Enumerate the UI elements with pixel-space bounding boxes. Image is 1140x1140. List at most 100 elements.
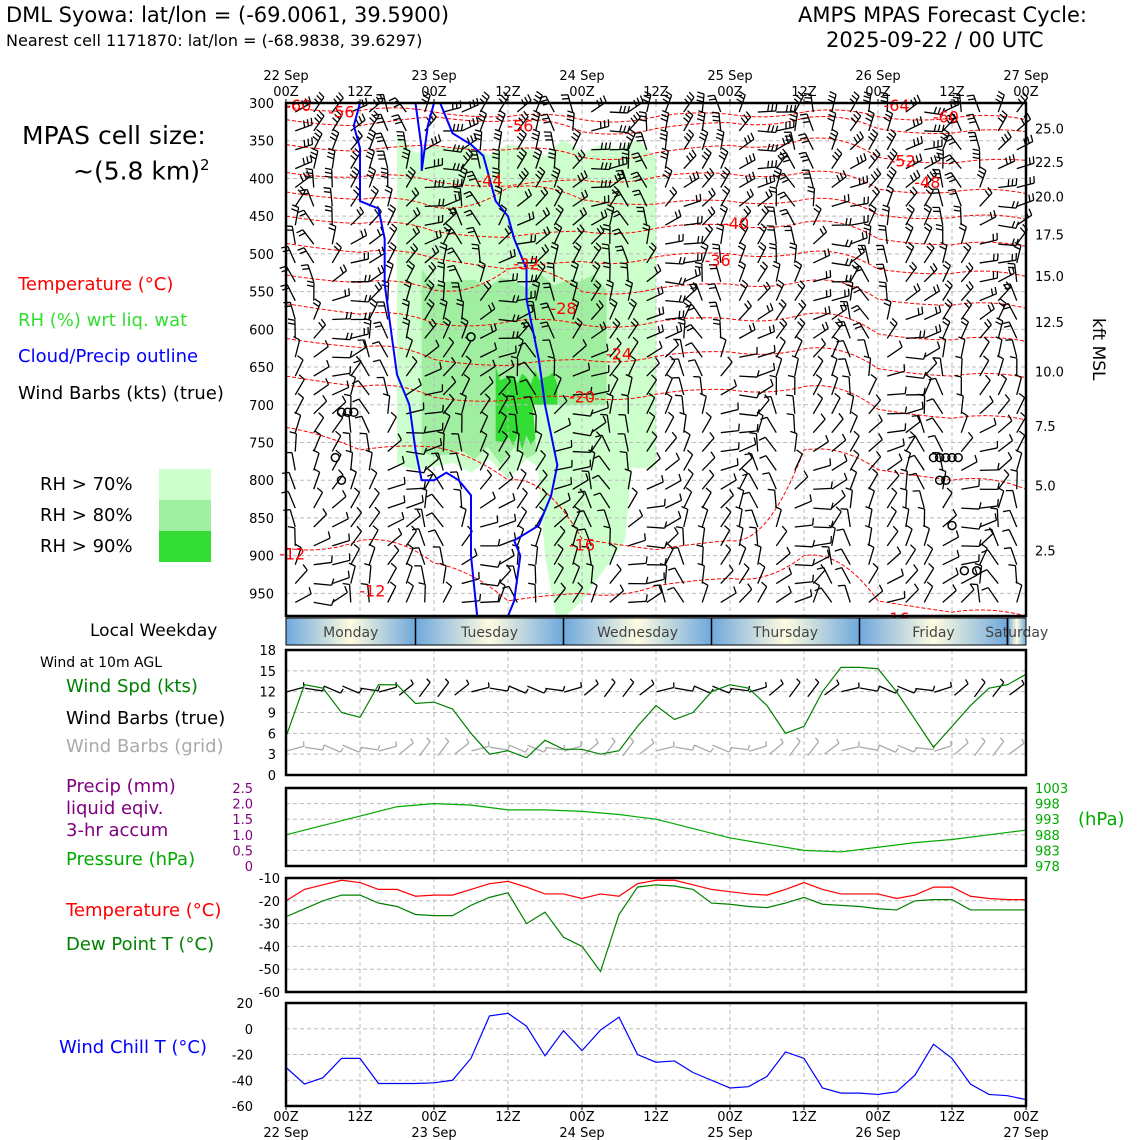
wind-barb-feather	[772, 362, 776, 370]
wind-barb-feather	[338, 92, 344, 99]
wind-barb-feather	[342, 490, 347, 497]
wind-barb-feather	[966, 299, 973, 306]
surface-barb-grid	[730, 746, 749, 751]
wind-barb-feather	[968, 262, 974, 269]
surface-barb-grid	[841, 745, 860, 752]
surface-barb-true-feather	[780, 679, 784, 685]
wind-barb-feather	[438, 198, 441, 206]
wind-barb-feather	[389, 581, 397, 587]
wind-barb-feather	[555, 207, 562, 214]
wind-barb-feather	[449, 211, 457, 215]
wind-barb-feather	[688, 129, 695, 136]
wind-barb-feather	[867, 135, 875, 142]
wind-barb-feather	[743, 563, 750, 569]
wind-barb	[313, 434, 322, 452]
wind-barb	[306, 189, 315, 207]
wind-barb-feather	[745, 111, 752, 118]
wind-barb-feather	[728, 564, 734, 571]
wind-barb-feather	[773, 170, 781, 175]
wind-barb-feather	[426, 283, 433, 290]
wind-barb-feather	[477, 264, 485, 269]
windchill-tick-label: -20	[232, 1049, 253, 1064]
wind-barb	[776, 126, 794, 132]
wind-barb-feather	[946, 298, 953, 305]
wind-barb	[701, 193, 716, 207]
wind-barb-feather	[614, 245, 623, 248]
wind-barb-feather	[813, 581, 820, 587]
surface-barb-true	[437, 682, 450, 698]
wind-barb	[720, 592, 737, 603]
wind-barb	[517, 217, 535, 226]
wind-barb-feather	[590, 581, 598, 586]
wind-barb-feather	[799, 317, 806, 324]
wind-barb	[609, 282, 614, 301]
wind-barb-feather	[305, 171, 313, 175]
wind-barb	[665, 300, 684, 303]
wind-barb-feather	[411, 547, 419, 550]
surface-barb-true	[897, 685, 915, 694]
wind-barb-feather	[306, 280, 315, 284]
wind-barb-feather	[306, 119, 310, 127]
isotherm-36	[285, 242, 1027, 278]
wind-barb-feather	[769, 242, 777, 246]
wind-barb	[434, 529, 444, 547]
wind-barb-feather	[719, 207, 727, 213]
wind-barb	[637, 152, 648, 169]
wind-barb-feather	[335, 430, 342, 437]
wind-barb	[715, 264, 722, 282]
wind-barb-feather	[335, 95, 342, 102]
wind-barb-feather	[294, 543, 302, 549]
wind-barb-feather	[517, 361, 525, 366]
wind-barb-feather	[397, 527, 403, 535]
wind-barb	[961, 485, 980, 490]
wind-barb	[905, 528, 913, 547]
wind-barb	[924, 111, 943, 116]
wind-barb	[979, 277, 998, 283]
wind-barb	[850, 221, 869, 226]
wind-barb	[905, 191, 918, 207]
wind-barb-feather	[643, 94, 651, 100]
wind-barb	[887, 597, 905, 604]
wind-barb-feather	[707, 223, 714, 230]
wind-barb-feather	[536, 90, 543, 96]
wind-barb	[383, 301, 389, 320]
wind-barb-feather	[779, 151, 786, 158]
wind-barb-feather	[661, 475, 664, 483]
wind-barb-feather	[492, 156, 500, 160]
wind-barb-feather	[418, 582, 426, 586]
wind-barb	[535, 493, 548, 509]
wind-barb-feather	[767, 104, 770, 112]
wind-barb	[443, 185, 462, 189]
bottom-hour-label: 12Z	[347, 1110, 373, 1125]
wind-barb	[479, 308, 496, 321]
wind-barb-feather	[540, 189, 546, 197]
wind-barb	[498, 416, 507, 433]
surface-barb-true-feather	[410, 679, 414, 685]
wind-barb	[794, 323, 806, 339]
wind-barb	[405, 192, 420, 207]
wind-barb-feather	[467, 230, 475, 234]
wind-barb	[934, 435, 944, 452]
wind-barb-feather	[781, 212, 789, 216]
wind-barb-feather	[869, 132, 877, 139]
wind-barb-feather	[725, 506, 732, 513]
wind-barb-feather	[1015, 201, 1019, 209]
wind-barb-feather	[546, 261, 554, 265]
wind-barb-feather	[1001, 302, 1009, 307]
wind-barb-feather	[522, 325, 530, 329]
wind-barb	[291, 226, 296, 245]
wind-barb-feather	[401, 302, 409, 307]
wind-barb-feather	[720, 173, 727, 180]
wind-barb	[572, 369, 590, 377]
wind-barb-feather	[415, 225, 421, 233]
isotherm-52	[285, 137, 1027, 164]
wind-barb	[849, 435, 860, 452]
wind-barb-feather	[366, 151, 374, 156]
wind-barb	[757, 166, 776, 170]
wind-barb	[720, 570, 734, 585]
wind-barb	[775, 283, 785, 301]
wind-barb-feather	[679, 324, 683, 332]
wind-barb	[461, 301, 465, 320]
wind-barb-feather	[919, 153, 923, 161]
wind-barb-feather	[945, 157, 953, 162]
